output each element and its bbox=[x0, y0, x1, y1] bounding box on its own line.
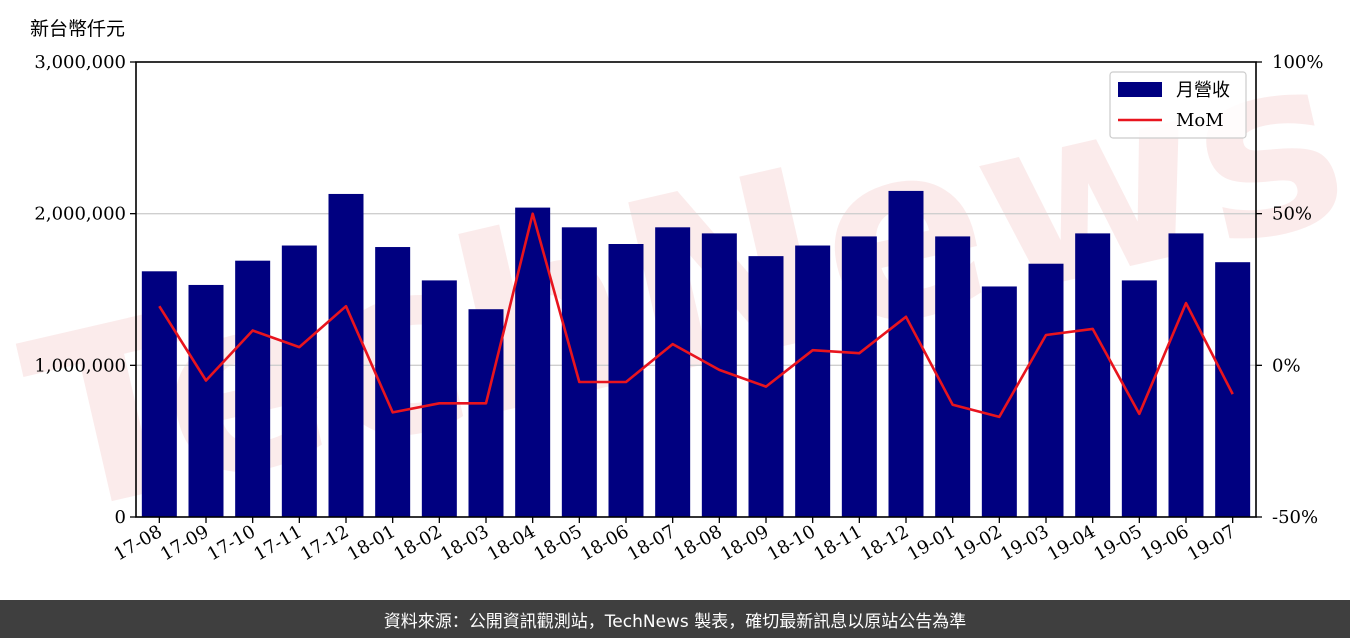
bar bbox=[328, 193, 364, 517]
left-tick-label: 1,000,000 bbox=[34, 355, 126, 376]
x-tick-label: 18-08 bbox=[670, 521, 725, 565]
bar bbox=[795, 245, 831, 517]
bar bbox=[141, 271, 177, 517]
x-tick-label: 18-09 bbox=[717, 521, 772, 565]
left-tick-label: 0 bbox=[115, 507, 126, 528]
plot-frame bbox=[135, 61, 1257, 518]
x-tick-label: 19-01 bbox=[904, 521, 959, 565]
bar bbox=[1215, 262, 1251, 517]
left-tick-label: 2,000,000 bbox=[34, 204, 126, 225]
bar bbox=[1028, 263, 1064, 517]
x-tick-label: 19-04 bbox=[1044, 521, 1099, 565]
bar bbox=[281, 245, 317, 517]
x-tick-label: 18-11 bbox=[810, 521, 865, 565]
bar bbox=[655, 227, 691, 518]
x-tick-label: 18-05 bbox=[530, 521, 585, 565]
x-tick-label: 18-03 bbox=[437, 521, 492, 565]
y-axis-unit-label: 新台幣仟元 bbox=[30, 18, 126, 40]
right-tick-label: 100% bbox=[1272, 52, 1323, 73]
bar bbox=[1121, 280, 1157, 517]
x-tick-label: 19-02 bbox=[950, 521, 1005, 565]
bar bbox=[561, 227, 597, 518]
mom-line bbox=[158, 212, 1234, 419]
x-tick-label: 19-06 bbox=[1137, 521, 1192, 565]
x-tick-label: 18-04 bbox=[484, 521, 539, 565]
x-tick-label: 18-10 bbox=[764, 521, 819, 565]
x-tick-label: 17-12 bbox=[297, 521, 352, 565]
revenue-chart: TechNews 01,000,0002,000,0003,000,000-50… bbox=[4, 0, 1350, 570]
right-tick-label: 50% bbox=[1272, 204, 1312, 225]
bar bbox=[421, 280, 457, 517]
x-tick-label: 18-02 bbox=[390, 521, 445, 565]
bar bbox=[981, 286, 1017, 517]
legend-swatch-bar bbox=[1118, 82, 1162, 97]
x-tick-label: 18-07 bbox=[624, 521, 679, 565]
mom-line-series bbox=[158, 212, 1234, 419]
x-tick-label: 18-06 bbox=[577, 521, 632, 565]
right-tick-label: 0% bbox=[1272, 355, 1301, 376]
bar bbox=[1075, 233, 1111, 517]
bar bbox=[841, 236, 877, 517]
bar bbox=[1168, 233, 1204, 517]
bar bbox=[188, 284, 224, 517]
x-tick-label: 19-03 bbox=[997, 521, 1052, 565]
bar-series bbox=[141, 190, 1251, 518]
bar bbox=[935, 236, 971, 517]
x-tick-label: 19-05 bbox=[1090, 521, 1145, 565]
x-tick-label: 18-01 bbox=[344, 521, 399, 565]
left-tick-label: 3,000,000 bbox=[34, 52, 126, 73]
legend-label-revenue: 月營收 bbox=[1176, 80, 1230, 101]
x-tick-label: 18-12 bbox=[857, 521, 912, 565]
x-tick-label: 19-07 bbox=[1184, 521, 1239, 565]
legend-label-mom: MoM bbox=[1176, 110, 1224, 131]
source-footer: 資料來源：公開資訊觀測站，TechNews 製表，確切最新訊息以原站公告為準 bbox=[0, 600, 1350, 638]
x-tick-label: 17-11 bbox=[250, 521, 305, 565]
legend: 月營收 MoM bbox=[1109, 71, 1247, 139]
bar bbox=[375, 247, 411, 518]
bar bbox=[888, 190, 924, 517]
grid-lines bbox=[136, 213, 1256, 366]
source-text: 資料來源：公開資訊觀測站，TechNews 製表，確切最新訊息以原站公告為準 bbox=[383, 611, 967, 632]
right-tick-label: -50% bbox=[1272, 507, 1318, 528]
bar bbox=[235, 260, 271, 517]
bar bbox=[468, 309, 504, 517]
